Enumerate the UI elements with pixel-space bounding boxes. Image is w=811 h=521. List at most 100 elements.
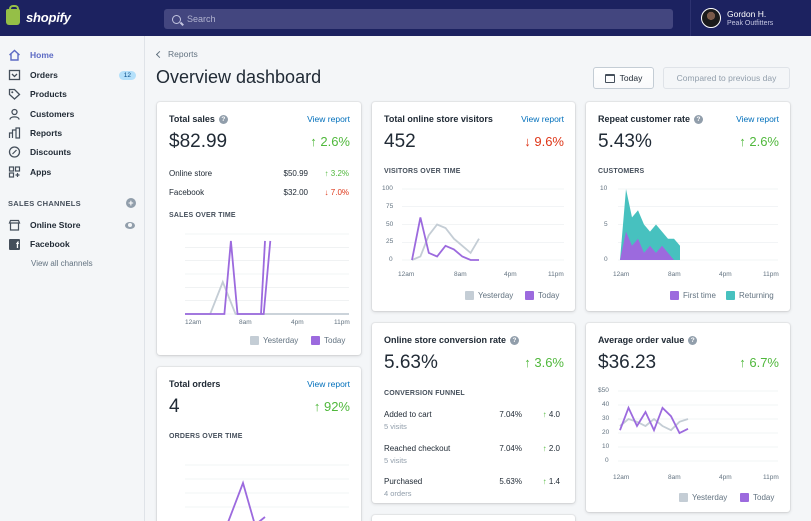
row-delta: ↓ 7.0% <box>324 188 349 197</box>
card-title-label: Repeat customer rate <box>598 114 691 124</box>
sidebar-item-discounts[interactable]: Discounts <box>8 146 136 158</box>
view-report-link[interactable]: View report <box>307 379 350 389</box>
funnel-sub: 4 orders <box>384 489 412 498</box>
delta-value: 3.6% <box>534 355 564 370</box>
search-icon <box>172 14 181 24</box>
legend-swatch <box>670 291 679 300</box>
legend-swatch <box>525 291 534 300</box>
legend-label: Returning <box>739 291 774 300</box>
legend-yesterday: Yesterday <box>465 291 513 300</box>
funnel-percent: 5.63% <box>499 477 522 486</box>
y-tick: 40 <box>602 401 610 408</box>
help-icon[interactable]: ? <box>510 335 520 345</box>
chart-title: CONVERSION FUNNEL <box>384 390 465 397</box>
legend-label: Today <box>324 336 346 345</box>
card-title: Online store conversion rate ? <box>384 335 520 345</box>
eye-icon[interactable] <box>125 221 135 229</box>
orders-chart <box>185 464 349 521</box>
legend-returning: Returning <box>726 291 774 300</box>
legend-label: Yesterday <box>478 291 514 300</box>
compare-button[interactable]: Compared to previous day <box>663 67 790 89</box>
card-title-label: Average order value <box>598 335 685 345</box>
sidebar-item-reports[interactable]: Reports <box>8 127 136 139</box>
y-tick: 0 <box>389 256 393 263</box>
sidebar-item-orders[interactable]: Orders 12 <box>8 69 136 81</box>
help-icon[interactable]: ? <box>694 114 704 124</box>
help-icon[interactable]: ? <box>688 335 698 345</box>
visitors-today-line <box>411 217 479 261</box>
row-value: $50.99 <box>283 169 308 178</box>
legend-swatch <box>740 493 749 502</box>
row-label: Facebook <box>169 188 205 197</box>
shopping-bag-icon <box>6 5 20 25</box>
funnel-sub: 5 visits <box>384 456 407 465</box>
sidebar-item-facebook[interactable]: f Facebook <box>8 238 136 250</box>
legend-label: Today <box>753 493 775 502</box>
legend-today: Today <box>525 291 559 300</box>
y-tick: 0 <box>605 457 609 464</box>
sidebar-item-online-store[interactable]: Online Store <box>8 219 136 231</box>
average-order-value-card: Average order value ? $36.23 ↑ 6.7% $50 … <box>586 323 790 512</box>
funnel-percent: 7.04% <box>499 444 522 453</box>
view-report-link[interactable]: View report <box>307 114 350 124</box>
date-range-button[interactable]: Today <box>593 67 654 89</box>
funnel-delta-value: 1.4 <box>548 477 560 486</box>
conversion-card: Online store conversion rate ? 5.63% ↑ 3… <box>372 323 575 503</box>
legend-today: Today <box>311 336 345 345</box>
tag-icon <box>8 88 21 100</box>
legend-yesterday: Yesterday <box>679 493 727 502</box>
funnel-delta: ↑ 1.4 <box>542 477 560 486</box>
sales-today-line <box>185 240 272 315</box>
row-value: $32.00 <box>283 188 308 197</box>
search-input[interactable] <box>187 14 647 24</box>
search-bar[interactable] <box>164 9 673 29</box>
legend-label: Today <box>538 291 560 300</box>
funnel-percent: 7.04% <box>499 410 522 419</box>
delta-badge: ↑ 6.7% <box>739 355 779 370</box>
page-title: Overview dashboard <box>156 67 322 87</box>
card-title: Average order value ? <box>598 335 698 345</box>
user-menu[interactable]: Gordon H. Peak Outfitters <box>701 8 773 28</box>
next-card <box>372 515 575 521</box>
legend-swatch <box>250 336 259 345</box>
sidebar-item-home[interactable]: Home <box>8 49 136 61</box>
card-title: Total sales ? <box>169 114 228 124</box>
legend-label: First time <box>683 291 716 300</box>
add-channel-button[interactable]: + <box>126 198 136 208</box>
delta-value: 2.6% <box>320 134 350 149</box>
chart-title: VISITORS OVER TIME <box>384 168 461 175</box>
sidebar-item-label: Home <box>30 50 54 60</box>
sidebar-item-label: Reports <box>30 128 63 138</box>
view-report-link[interactable]: View report <box>521 114 564 124</box>
visitors-value: 452 <box>384 131 416 152</box>
sidebar: Home Orders 12 Products Customers Report… <box>0 36 145 521</box>
sidebar-item-apps[interactable]: Apps <box>8 166 136 178</box>
chart-title: SALES OVER TIME <box>169 212 236 219</box>
view-all-channels-link[interactable]: View all channels <box>31 259 93 268</box>
funnel-sub: 5 visits <box>384 422 407 431</box>
legend-swatch <box>726 291 735 300</box>
total-orders-value: 4 <box>169 396 180 417</box>
shopify-logo[interactable]: shopify <box>6 5 71 25</box>
sidebar-item-customers[interactable]: Customers <box>8 108 136 120</box>
breadcrumb[interactable]: Reports <box>155 49 198 59</box>
y-tick: 50 <box>386 221 394 228</box>
user-store: Peak Outfitters <box>727 19 774 27</box>
chevron-left-icon <box>155 50 164 58</box>
aov-value: $36.23 <box>598 352 657 373</box>
legend-label: Yesterday <box>263 336 299 345</box>
orders-count-badge: 12 <box>118 70 136 80</box>
sales-yesterday-line <box>185 279 349 315</box>
help-icon[interactable]: ? <box>218 114 228 124</box>
visitors-yesterday-line <box>411 223 480 261</box>
avatar <box>701 8 721 28</box>
delta-badge: ↓ 9.6% <box>524 134 564 149</box>
repeat-rate-value: 5.43% <box>598 131 652 152</box>
x-tick: 12am <box>613 474 630 481</box>
sidebar-item-products[interactable]: Products <box>8 88 136 100</box>
y-tick: 20 <box>602 429 610 436</box>
view-report-link[interactable]: View report <box>736 114 779 124</box>
row-delta: ↑ 3.2% <box>324 169 349 178</box>
customers-chart <box>618 188 778 261</box>
funnel-label: Purchased <box>384 477 423 486</box>
